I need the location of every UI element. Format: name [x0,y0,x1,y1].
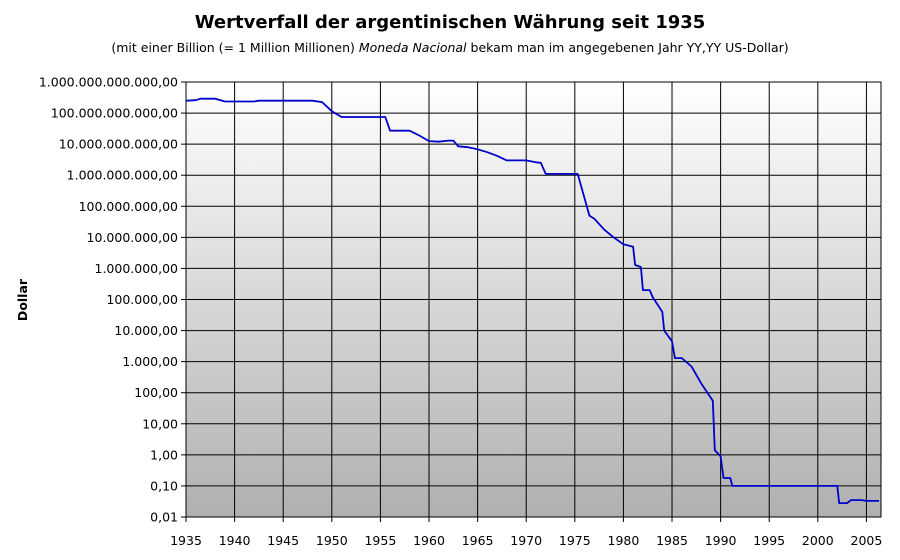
y-tick-label: 10.000.000,00 [87,230,178,245]
y-tick-label: 100,00 [134,385,178,400]
y-tick-label: 0,01 [150,510,178,525]
x-tick-label: 1975 [559,533,591,548]
y-tick-label: 1.000.000.000.000,00 [39,75,178,90]
y-tick-label: 10.000,00 [114,323,178,338]
y-tick-label: 100.000.000.000,00 [51,106,178,121]
chart-subtitle: (mit einer Billion (= 1 Million Millione… [0,40,900,55]
x-tick-label: 2005 [851,533,883,548]
y-tick-label: 1.000,00 [122,354,178,369]
x-tick-label: 1960 [413,533,445,548]
subtitle-text-start: (mit einer Billion (= 1 Million Millione… [111,40,359,55]
x-tick-label: 1955 [364,533,396,548]
series-group [185,97,880,504]
subtitle-text-end: bekam man im angegebenen Jahr YY,YY US-D… [466,40,789,55]
series-line [185,97,880,504]
y-axis-label: Dollar [15,278,30,321]
y-tick-label: 0,10 [150,478,178,493]
y-tick-label: 100.000.000,00 [79,199,178,214]
x-tick-label: 1945 [267,533,299,548]
x-tick-label: 2000 [802,533,834,548]
x-tick-label: 1940 [219,533,251,548]
y-tick-label: 1,00 [150,447,178,462]
x-tick-label: 1980 [608,533,640,548]
x-tick-label: 1970 [510,533,542,548]
x-tick-label: 1965 [462,533,494,548]
subtitle-currency-name: Moneda Nacional [358,40,467,55]
x-tick-label: 1935 [170,533,202,548]
y-tick-label: 1.000.000,00 [95,261,179,276]
y-tick-label: 1.000.000.000,00 [67,168,178,183]
chart-title: Wertverfall der argentinischen Währung s… [194,12,706,33]
y-tick-label: 100.000,00 [106,292,178,307]
y-tick-label: 10.000.000.000,00 [59,137,178,152]
y-tick-label: 10,00 [142,416,178,431]
x-axis-tick-labels: 1935 1940 1945 1950 1955 1960 1965 1970 1975 1980… [170,533,882,548]
x-tick-label: 1995 [753,533,785,548]
x-tick-label: 1950 [316,533,348,548]
x-tick-label: 1985 [656,533,688,548]
x-tick-label: 1990 [705,533,737,548]
y-axis-tick-labels: 1.000.000.000.000,00 100.000.000.000,00 10… [39,75,178,525]
